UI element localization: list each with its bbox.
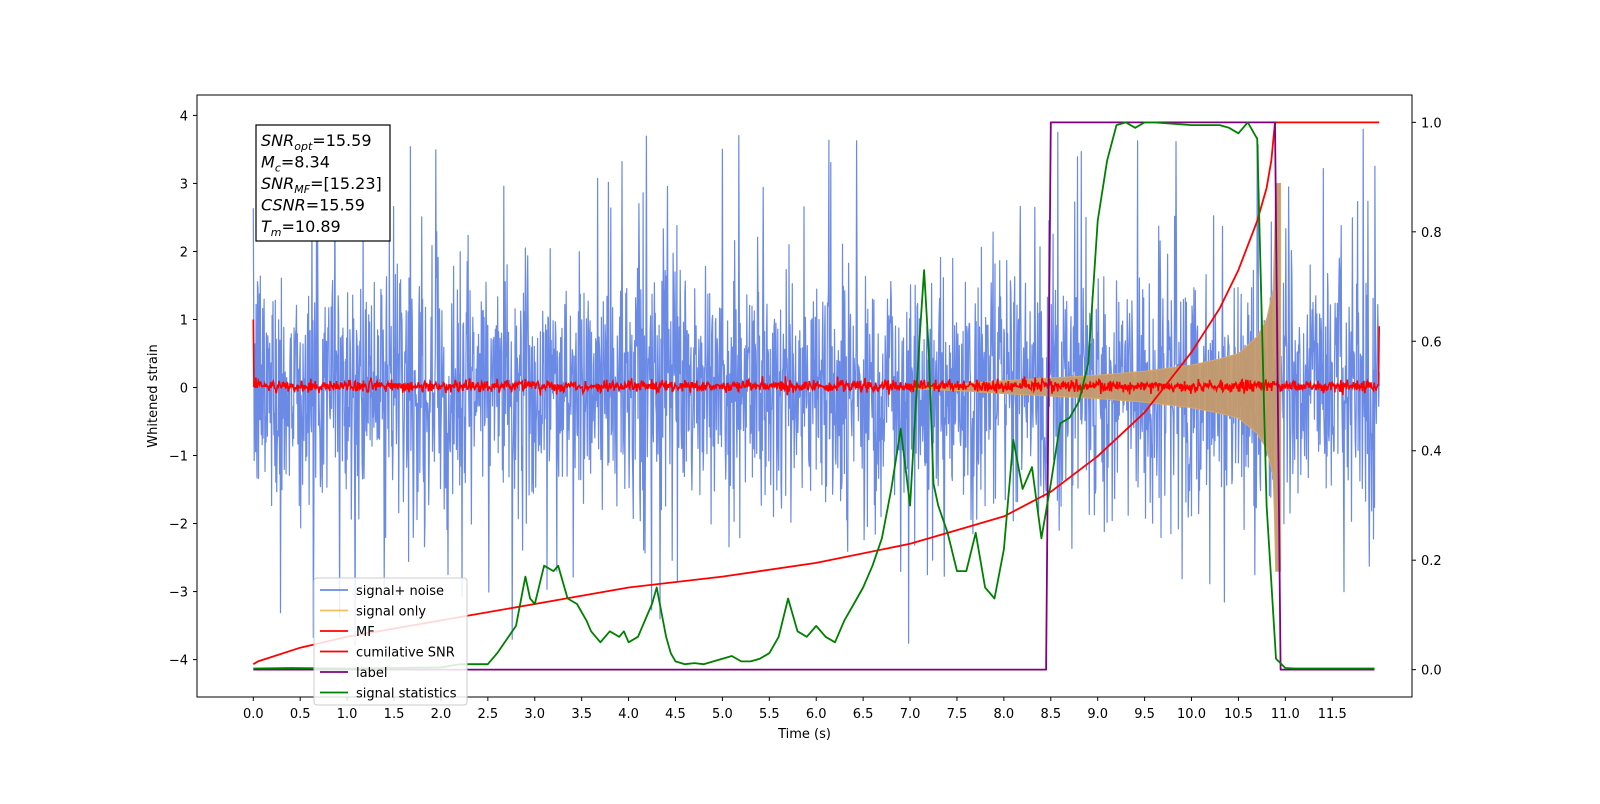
x-tick-label: 5.5: [759, 707, 780, 722]
y2-tick-label: 1.0: [1421, 116, 1442, 131]
legend-entry-label: label: [356, 666, 387, 681]
y-tick-label: 4: [180, 109, 188, 124]
info-line: SNRopt=15.59: [261, 131, 372, 153]
y-tick-label: 0: [180, 381, 188, 396]
x-axis-label: Time (s): [777, 727, 831, 742]
y2-tick-label: 0.4: [1421, 445, 1442, 460]
y2-tick-label: 0.2: [1421, 554, 1442, 569]
info-line-value: =15.59: [306, 196, 365, 215]
series-signal-only-area: [909, 182, 1282, 572]
y2-tick-label: 0.8: [1421, 226, 1442, 241]
x-tick-label: 3.0: [524, 707, 545, 722]
legend-entry-label: cumilative SNR: [356, 646, 455, 661]
info-line: CSNR=15.59: [261, 196, 365, 215]
x-tick-label: 3.5: [571, 707, 592, 722]
info-line: Mc=8.34: [261, 153, 330, 175]
y-axis-label: Whitened strain: [146, 344, 161, 447]
info-line-value: =10.89: [282, 217, 341, 236]
x-tick-label: 6.5: [853, 707, 874, 722]
legend: signal+ noise signal only MF cumilative SNR…: [313, 577, 468, 706]
info-line-symbol: SNR: [261, 131, 294, 150]
x-tick-label: 0.0: [243, 707, 264, 722]
x-tick-label: 10.0: [1177, 707, 1206, 722]
axes-frame: [196, 94, 1413, 698]
legend-entry-label: signal+ noise: [356, 584, 444, 599]
x-tick-label: 9.0: [1087, 707, 1108, 722]
plot-area: [252, 121, 1380, 671]
legend-entry-label: signal only: [356, 605, 426, 620]
x-tick-label: 2.5: [478, 707, 499, 722]
info-line-value: =15.59: [312, 131, 371, 150]
y-tick-label: 2: [180, 245, 188, 260]
info-line-subscript: c: [275, 162, 281, 175]
x-tick-label: 11.0: [1271, 707, 1300, 722]
x-tick-label: 1.0: [337, 707, 358, 722]
info-line-symbol: M: [261, 153, 275, 172]
x-tick-label: 1.5: [384, 707, 405, 722]
info-line-symbol: SNR: [261, 174, 294, 193]
info-line-symbol: T: [261, 217, 272, 236]
legend-frame: [313, 577, 468, 706]
info-line-symbol: CSNR: [261, 196, 306, 215]
x-tick-label: 6.0: [806, 707, 827, 722]
info-box-frame: [255, 124, 391, 242]
x-tick-label: 7.5: [947, 707, 968, 722]
x-tick-label: 2.0: [431, 707, 452, 722]
info-annotation-box: SNRopt=15.59Mc=8.34SNRMF=[15.23]CSNR=15.…: [255, 124, 391, 242]
legend-entry-label: signal statistics: [356, 687, 457, 702]
x-tick-label: 8.5: [1040, 707, 1061, 722]
series-signal-statistics-line: [253, 121, 1375, 670]
series-signal-noise-line: [252, 128, 1380, 646]
x-tick-label: 9.5: [1134, 707, 1155, 722]
info-line-subscript: m: [271, 226, 282, 239]
info-line-subscript: opt: [294, 140, 313, 153]
x-tick-label: 5.0: [712, 707, 733, 722]
info-line-value: =8.34: [281, 153, 330, 172]
y-tick-label: 3: [180, 177, 188, 192]
legend-entry-label: MF: [356, 625, 375, 640]
x-tick-label: 4.0: [618, 707, 639, 722]
x-tick-label: 8.0: [994, 707, 1015, 722]
info-line-subscript: MF: [294, 183, 310, 196]
axes: 0.0 0.5 1.0 1.5 2.0 2.5 3.0 3.5 4.0 4.5 5.0 5.5 6.0 6…: [169, 94, 1442, 722]
y-tick-label: −3: [169, 586, 188, 601]
y-tick-label: −4: [169, 654, 188, 669]
plot-clip-group: [252, 121, 1380, 671]
x-tick-label: 4.5: [665, 707, 686, 722]
info-line: SNRMF=[15.23]: [261, 174, 382, 196]
x-tick-label: 11.5: [1318, 707, 1347, 722]
y-tick-label: −2: [169, 518, 188, 533]
y2-tick-label: 0.0: [1421, 664, 1442, 679]
info-line-value: =[15.23]: [310, 174, 382, 193]
x-tick-label: 0.5: [290, 707, 311, 722]
x-tick-label: 10.5: [1224, 707, 1253, 722]
x-tick-label: 7.0: [900, 707, 921, 722]
y-tick-label: 1: [180, 313, 188, 328]
info-line: Tm=10.89: [261, 217, 341, 239]
y-tick-label: −1: [169, 450, 188, 465]
y2-tick-label: 0.6: [1421, 335, 1442, 350]
series-mf-line: [252, 319, 1380, 397]
